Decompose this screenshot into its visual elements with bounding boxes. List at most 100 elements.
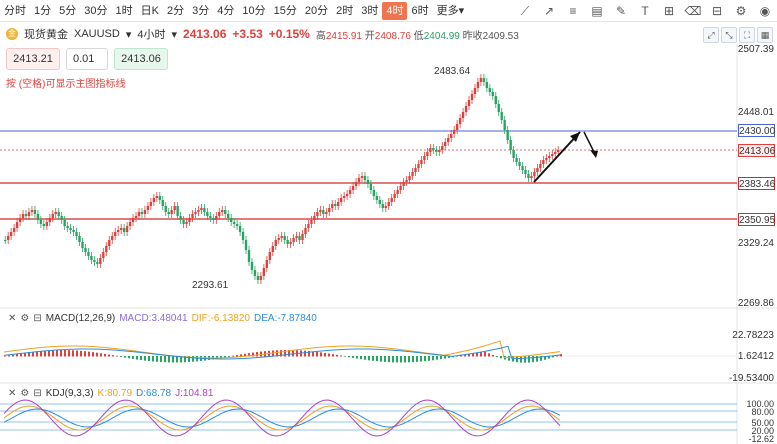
- brush-icon[interactable]: ✎: [615, 4, 627, 18]
- settings-icon[interactable]: ⚙: [20, 388, 30, 399]
- quantity-input[interactable]: 0.01: [66, 48, 108, 70]
- candle-body: [497, 104, 500, 112]
- macd-histogram-bar: [120, 356, 122, 357]
- timeframe-button[interactable]: 1分: [34, 4, 52, 17]
- d-value: D:68.78: [136, 388, 172, 399]
- candle-body: [334, 204, 337, 206]
- macd-histogram-bar: [256, 352, 258, 357]
- macd-histogram-bar: [20, 353, 22, 357]
- timeframe-button[interactable]: 2时: [336, 4, 354, 17]
- candle-body: [78, 236, 81, 242]
- candle-body: [485, 82, 489, 88]
- macd-histogram-bar: [304, 350, 306, 357]
- shrink-icon[interactable]: ⤡: [721, 27, 737, 43]
- macd-histogram-bar: [24, 352, 26, 357]
- macd-histogram-bar: [376, 356, 378, 362]
- timeframe-button[interactable]: 3分: [192, 4, 210, 17]
- timeframe-button[interactable]: 20分: [304, 4, 329, 17]
- expand-icon[interactable]: ⤢: [703, 27, 719, 43]
- timeframe-button[interactable]: 30分: [84, 4, 108, 17]
- candle-body: [221, 210, 224, 212]
- candle-body: [69, 228, 72, 230]
- layout-icon[interactable]: ▦: [757, 27, 773, 43]
- timeframe-button[interactable]: 6时: [411, 4, 429, 17]
- macd-histogram-bar: [44, 350, 46, 357]
- text-icon[interactable]: T: [641, 4, 649, 18]
- timeframe-button[interactable]: 5分: [59, 4, 77, 17]
- macd-histogram-bar: [32, 351, 34, 357]
- kdj-title[interactable]: KDJ(9,3,3): [45, 388, 94, 399]
- instrument-name[interactable]: 现货黄金: [24, 29, 68, 41]
- candle-body: [488, 88, 492, 92]
- channel-icon[interactable]: ▤: [591, 4, 603, 18]
- indicator-icon[interactable]: ⊟: [33, 388, 42, 399]
- close-icon[interactable]: ✕: [8, 313, 17, 324]
- macd-title[interactable]: MACD(12,26,9): [45, 313, 116, 324]
- candle-body: [105, 246, 108, 252]
- eraser-icon[interactable]: ⌫: [684, 4, 702, 18]
- candle-body: [116, 230, 120, 232]
- timeframe-button[interactable]: 1时: [115, 4, 133, 17]
- indicator-icon[interactable]: ⊟: [711, 4, 723, 18]
- settings-icon[interactable]: ⚙: [20, 313, 30, 324]
- macd-histogram-bar: [156, 356, 158, 362]
- macd-histogram-bar: [8, 355, 10, 357]
- sell-price-button[interactable]: 2413.21: [6, 48, 60, 70]
- hint-text: 按 (空格)可显示主图指标线: [6, 79, 126, 90]
- candle-body: [209, 216, 212, 218]
- kdj-tick: -12.62: [748, 434, 774, 444]
- macd-histogram-bar: [416, 356, 418, 362]
- timeframe-button[interactable]: 10分: [242, 4, 266, 17]
- macd-histogram-bar: [560, 354, 562, 357]
- measure-icon[interactable]: ⊞: [663, 4, 675, 18]
- candle-body: [405, 180, 408, 182]
- macd-histogram-bar: [312, 351, 314, 357]
- candle-body: [155, 196, 159, 198]
- candle-body: [197, 210, 200, 212]
- eye-icon[interactable]: ◉: [759, 4, 771, 18]
- candle-body: [218, 212, 221, 216]
- interval-select[interactable]: 4小时: [137, 29, 166, 41]
- level-2430-label[interactable]: 2430.00: [738, 124, 776, 137]
- macd-histogram-bar: [76, 350, 78, 357]
- candle-body: [203, 208, 206, 212]
- timeframe-button[interactable]: 3时: [361, 4, 379, 17]
- close-icon[interactable]: ✕: [8, 388, 17, 399]
- candle-body: [435, 150, 438, 152]
- candle-body: [21, 214, 25, 218]
- indicator-icon[interactable]: ⊟: [33, 313, 42, 324]
- candle-body: [536, 168, 539, 172]
- timeframe-button[interactable]: 4时: [382, 1, 408, 20]
- macd-histogram-bar: [220, 356, 222, 359]
- fullscreen-icon[interactable]: ⛶: [739, 27, 755, 43]
- level-2350-label[interactable]: 2350.95: [738, 213, 776, 226]
- timeframe-button[interactable]: 更多▾: [436, 4, 465, 17]
- timeframe-button[interactable]: 分时: [4, 4, 26, 17]
- candle-body: [417, 164, 420, 168]
- symbol-code[interactable]: XAUUSD: [74, 28, 120, 40]
- macd-histogram-bar: [188, 356, 190, 363]
- level-2383-label[interactable]: 2383.46: [738, 177, 776, 190]
- interval-dropdown-icon[interactable]: ▾: [171, 28, 178, 41]
- macd-histogram-bar: [52, 350, 54, 357]
- macd-histogram-bar: [480, 352, 482, 357]
- candle-body: [42, 224, 46, 226]
- timeframe-button[interactable]: 4分: [217, 4, 235, 17]
- horizontal-line-icon[interactable]: ≡: [569, 4, 577, 18]
- dropdown-icon[interactable]: ▾: [125, 28, 132, 41]
- candle-body: [354, 182, 358, 186]
- trend-line-icon[interactable]: ⟋: [520, 3, 530, 18]
- timeframe-button[interactable]: 2分: [166, 4, 185, 17]
- d-line: [3, 408, 561, 428]
- macd-histogram-bar: [544, 356, 546, 360]
- timeframe-button[interactable]: 日K: [140, 4, 159, 17]
- settings-icon[interactable]: ⚙: [735, 4, 747, 18]
- timeframe-button[interactable]: 15分: [273, 4, 297, 17]
- macd-histogram-bar: [140, 356, 142, 361]
- candle-body: [452, 130, 456, 134]
- buy-price-button[interactable]: 2413.06: [114, 48, 168, 70]
- j-value: J:104.81: [175, 388, 214, 399]
- ray-icon[interactable]: ↗: [543, 4, 555, 18]
- price-change: +3.53: [232, 27, 263, 41]
